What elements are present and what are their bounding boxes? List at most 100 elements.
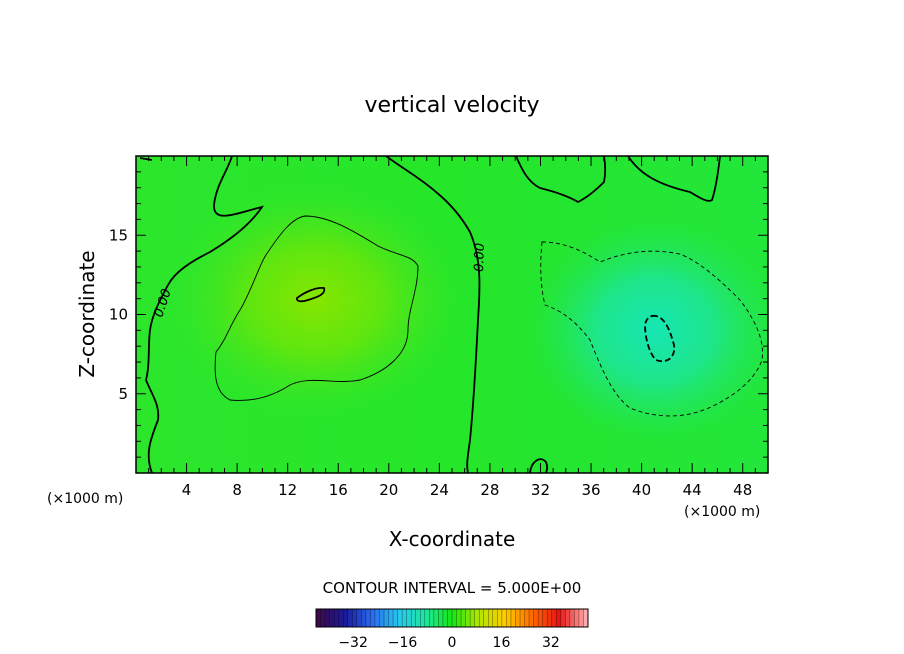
colorbar-tick-label: −32 [338,635,368,651]
colorbar-cell [334,609,340,627]
colorbar-cell [574,609,580,627]
colorbar-cell [501,609,507,627]
zero-contour-bottom [529,458,549,473]
colorbar-cell [329,609,335,627]
colorbar-cell [420,609,426,627]
colorbar-cell [384,609,389,627]
y-axis-ticks: 5 10 15 [109,171,768,458]
colorbar-cell [492,609,498,627]
zero-contour-central [385,156,481,473]
colorbar-cell [551,609,557,627]
updraft-shading [165,180,465,420]
x-tick-label: 16 [329,481,348,499]
colorbar-cell [347,609,353,627]
colorbar-cell [569,609,575,627]
colorbar-cell [365,609,371,627]
y-tick-label: 5 [118,385,128,403]
colorbar-cell [379,609,385,627]
colorbar-cell [533,609,539,627]
colorbar-cell [415,609,421,627]
colorbar-cell [474,609,480,627]
y-axis-label: Z-coordinate [75,250,99,377]
colorbar-tick-label: −16 [388,635,418,651]
colorbar-cell [565,609,571,627]
colorbar-cell [338,609,344,627]
zero-contour-top-right-a [515,156,607,204]
x-tick-label: 20 [379,481,398,499]
colorbar-frame [315,608,589,628]
colorbar-cell [397,609,403,627]
colorbar-cell [520,609,525,627]
contour-positive-10 [296,286,326,303]
x-unit-right: (×1000 m) [684,504,760,520]
contour-negative-5 [540,241,763,417]
colorbar-cell [583,609,589,627]
colorbar-cell [429,609,435,627]
zero-contour-west [139,156,265,473]
chart-title: vertical velocity [364,93,539,118]
colorbar-cell [506,609,512,627]
colorbar-cell [356,609,362,627]
colorbar-cell [510,609,516,627]
colorbar-tick-labels: −32 −16 0 16 32 [338,635,560,651]
colorbar-tick-label: 0 [448,635,457,651]
colorbar-cell [538,609,544,627]
x-unit-left: (×1000 m) [47,491,123,507]
contour-interval-text: CONTOUR INTERVAL = 5.000E+00 [323,579,582,597]
x-tick-label: 28 [480,481,499,499]
colorbar-cell [424,609,430,627]
x-tick-label: 8 [232,481,242,499]
x-tick-label: 24 [430,481,449,499]
colorbar-cell [433,609,439,627]
colorbar-cell [411,609,417,627]
colorbar-cell [393,609,398,627]
contour-positive-5 [214,215,419,401]
colorbar-cell [352,609,358,627]
x-tick-label: 36 [581,481,600,499]
colorbar-cell [452,609,457,627]
colorbar-cell [483,609,489,627]
colorbar-cell [442,609,448,627]
colorbar-cell [402,609,408,627]
y-tick-label: 10 [109,306,128,324]
colorbar-cell [470,609,476,627]
contour-label: 0.00 [472,243,488,272]
colorbar-cell [524,609,530,627]
colorbar-cell [388,609,394,627]
x-tick-label: 40 [632,481,651,499]
colorbar-tick-label: 32 [542,635,560,651]
colorbar-cell [438,609,444,627]
plot-area: 0.00 0.00 [136,156,768,473]
colorbar-cell [456,609,462,627]
colorbar-cell [542,609,548,627]
colorbar-cell [529,609,534,627]
colorbar-cell [316,609,321,627]
colorbar-tick-label: 16 [493,635,511,651]
downdraft-shading [525,215,768,445]
colorbar-cell [343,609,349,627]
zero-contour-top-right-b [627,156,721,202]
x-tick-label: 48 [733,481,752,499]
y-tick-label: 15 [109,226,128,244]
colorbar-cell [497,609,503,627]
colorbar-cell [370,609,376,627]
x-tick-label: 4 [182,481,192,499]
colorbar-cell [361,609,367,627]
x-tick-label: 44 [683,481,702,499]
colorbar-cell [465,609,471,627]
colorbar-cell [556,609,562,627]
colorbar-cell [488,609,494,627]
x-axis-label: X-coordinate [389,527,516,551]
colorbar-cell [578,609,584,627]
colorbar-cell [547,609,553,627]
colorbar-cell [447,609,453,627]
colorbar-cell [461,609,466,627]
colorbar-cell [406,609,412,627]
contour-negative-10 [644,315,676,363]
colorbar-cell [320,609,326,627]
x-tick-label: 12 [278,481,297,499]
x-tick-label: 32 [531,481,550,499]
colorbar-cell [479,609,485,627]
colorbar-cell [325,609,330,627]
